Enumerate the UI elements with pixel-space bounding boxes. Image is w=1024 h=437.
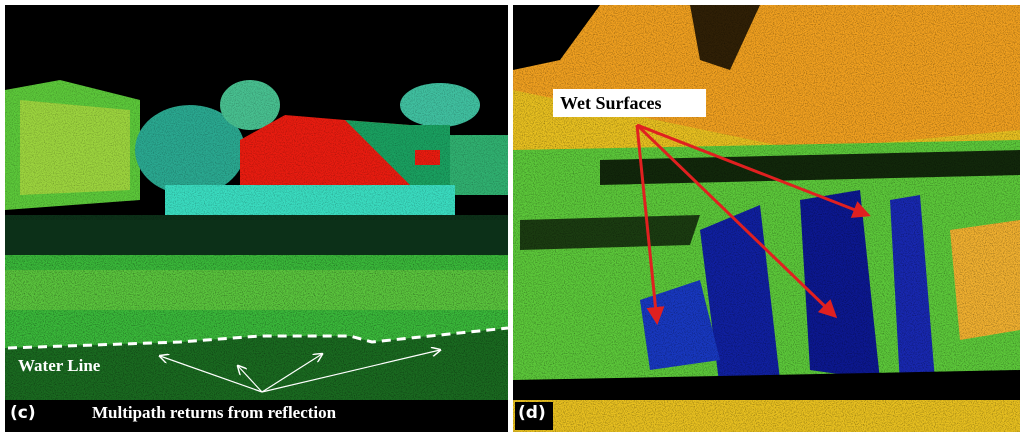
annotation-box <box>553 89 706 117</box>
arrow <box>261 354 322 393</box>
shadow-band <box>5 215 508 260</box>
annotation: Wet Surfaces <box>560 93 661 113</box>
arrow <box>160 356 263 393</box>
arrow <box>238 366 263 393</box>
annotation: Multipath returns from reflection <box>92 403 337 422</box>
texture <box>513 5 1020 432</box>
texture <box>5 80 508 220</box>
caption-band <box>5 400 508 432</box>
panel-label: (c) <box>10 403 36 423</box>
label-bg <box>515 402 553 430</box>
texture <box>5 255 508 400</box>
water-line <box>7 326 508 350</box>
arrow <box>635 124 665 325</box>
annotation: Water Line <box>18 356 101 375</box>
arrow <box>636 123 871 218</box>
arrow <box>635 123 838 319</box>
panel-c: Water Line Multipath returns from reflec… <box>5 5 508 432</box>
panel-label: (d) <box>518 403 546 423</box>
panel-d: Wet Surfaces (d) <box>513 5 1020 432</box>
arrow <box>261 350 440 393</box>
